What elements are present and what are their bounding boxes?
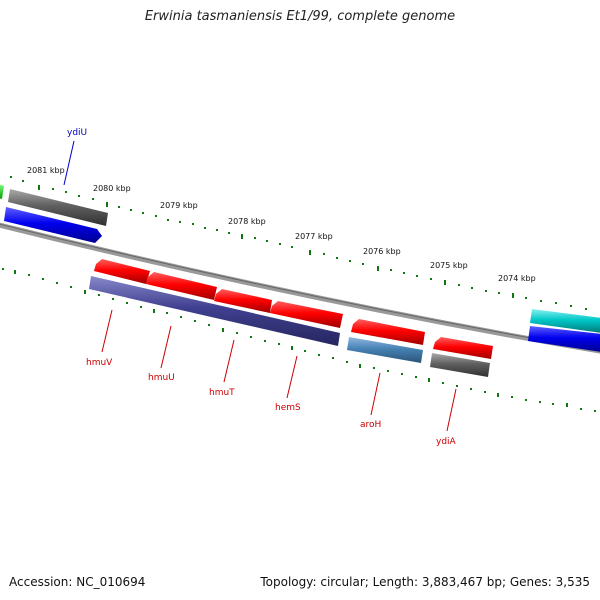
gene-grey-reverse[interactable] [430, 353, 490, 377]
gene-label-hmuV: hmuV [86, 358, 113, 368]
gene-label-hmuT: hmuT [209, 388, 235, 398]
genome-backbone [0, 222, 600, 354]
gene-hemS[interactable] [270, 301, 343, 328]
scale-label: 2077 kbp [295, 232, 333, 241]
gene-green-partial[interactable] [0, 184, 4, 199]
genome-summary-text: Topology: circular; Length: 3,883,467 bp… [260, 575, 590, 589]
gene-label-hemS: hemS [275, 403, 301, 413]
scale-label: 2080 kbp [93, 184, 131, 193]
scale-label: 2075 kbp [430, 261, 468, 270]
map-title: Erwinia tasmaniensis Et1/99, complete ge… [144, 9, 456, 24]
gene-label-hmuU: hmuU [148, 373, 175, 383]
gene-hmuT[interactable] [214, 289, 272, 313]
gene-purple-operon[interactable] [89, 276, 340, 346]
accession-text: Accession: NC_010694 [9, 575, 146, 589]
gene-blue-forward[interactable] [528, 326, 600, 352]
outer-scale-ticks [10, 176, 587, 310]
scale-label: 2074 kbp [498, 274, 536, 283]
gene-ydiU[interactable] [4, 207, 102, 243]
gene-grey-forward[interactable] [8, 189, 108, 226]
inner-scale-ticks [2, 268, 596, 412]
gene-label-ydiU: ydiU [67, 128, 87, 138]
scale-label: 2081 kbp [27, 166, 65, 175]
scale-label: 2078 kbp [228, 217, 266, 226]
scale-label: 2079 kbp [160, 201, 198, 210]
gene-aroH[interactable] [351, 319, 425, 345]
gene-hmuV[interactable] [94, 259, 150, 284]
gene-label-ydiA: ydiA [436, 437, 457, 447]
gene-hmuU[interactable] [146, 272, 217, 300]
leader-lines [63, 140, 457, 432]
gene-ydiA[interactable] [433, 337, 493, 359]
gene-label-aroH: aroH [360, 420, 381, 430]
gene-cyan-forward[interactable] [530, 309, 600, 333]
gene-steelblue[interactable] [347, 337, 423, 363]
scale-label: 2076 kbp [363, 247, 401, 256]
